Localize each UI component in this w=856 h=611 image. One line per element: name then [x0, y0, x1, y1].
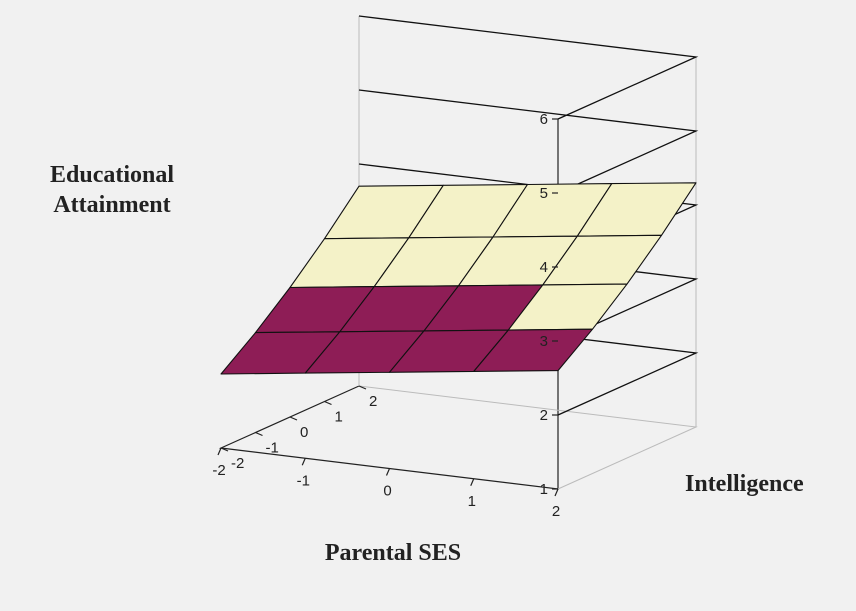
intelligence-tick-mark	[220, 447, 229, 452]
intelligence-tick-mark	[255, 431, 263, 437]
z-tick-label: 4	[540, 259, 548, 276]
y-axis-title: Intelligence	[685, 471, 804, 497]
ses-tick-label: -2	[212, 462, 225, 479]
intelligence-tick-label: 0	[300, 424, 308, 441]
ses-tick-label: 0	[383, 483, 391, 500]
response-surface	[220, 182, 697, 375]
ses-tick-mark	[217, 447, 222, 456]
ses-tick-mark	[301, 458, 306, 466]
gridline-z-6	[358, 15, 699, 120]
ses-tick-mark	[470, 478, 475, 486]
intelligence-tick-label: 1	[335, 409, 343, 426]
intelligence-tick-label: -1	[266, 440, 279, 457]
z-axis-title-line: Educational	[50, 162, 174, 188]
gridline-z-5	[358, 89, 699, 194]
z-axis-title-line: Attainment	[53, 192, 170, 218]
z-tick-label: 2	[540, 407, 548, 424]
ses-tick-mark	[554, 488, 559, 497]
chart-labels: Educational Attainment Parental SES Intelli…	[50, 162, 804, 566]
floor-back-edges	[358, 385, 698, 490]
z-axis-title: Educational Attainment	[50, 162, 174, 218]
surface-cell	[473, 328, 594, 372]
intelligence-tick-mark	[358, 385, 367, 390]
z-tick-label: 1	[540, 481, 548, 498]
ses-tick-mark	[385, 468, 391, 476]
ses-tick-label: 2	[552, 503, 560, 520]
x-axis-title: Parental SES	[325, 540, 461, 566]
intelligence-tick-mark	[324, 400, 332, 406]
ses-tick-label: 1	[468, 493, 476, 510]
intelligence-tick-mark	[289, 416, 298, 421]
ses-tick-label: -1	[297, 472, 310, 489]
z-tick-label: 5	[540, 185, 548, 202]
z-tick-label: 6	[540, 111, 548, 128]
intelligence-tick-label: 2	[369, 393, 377, 410]
z-tick-label: 3	[540, 333, 548, 350]
intelligence-tick-label: -2	[231, 455, 244, 472]
